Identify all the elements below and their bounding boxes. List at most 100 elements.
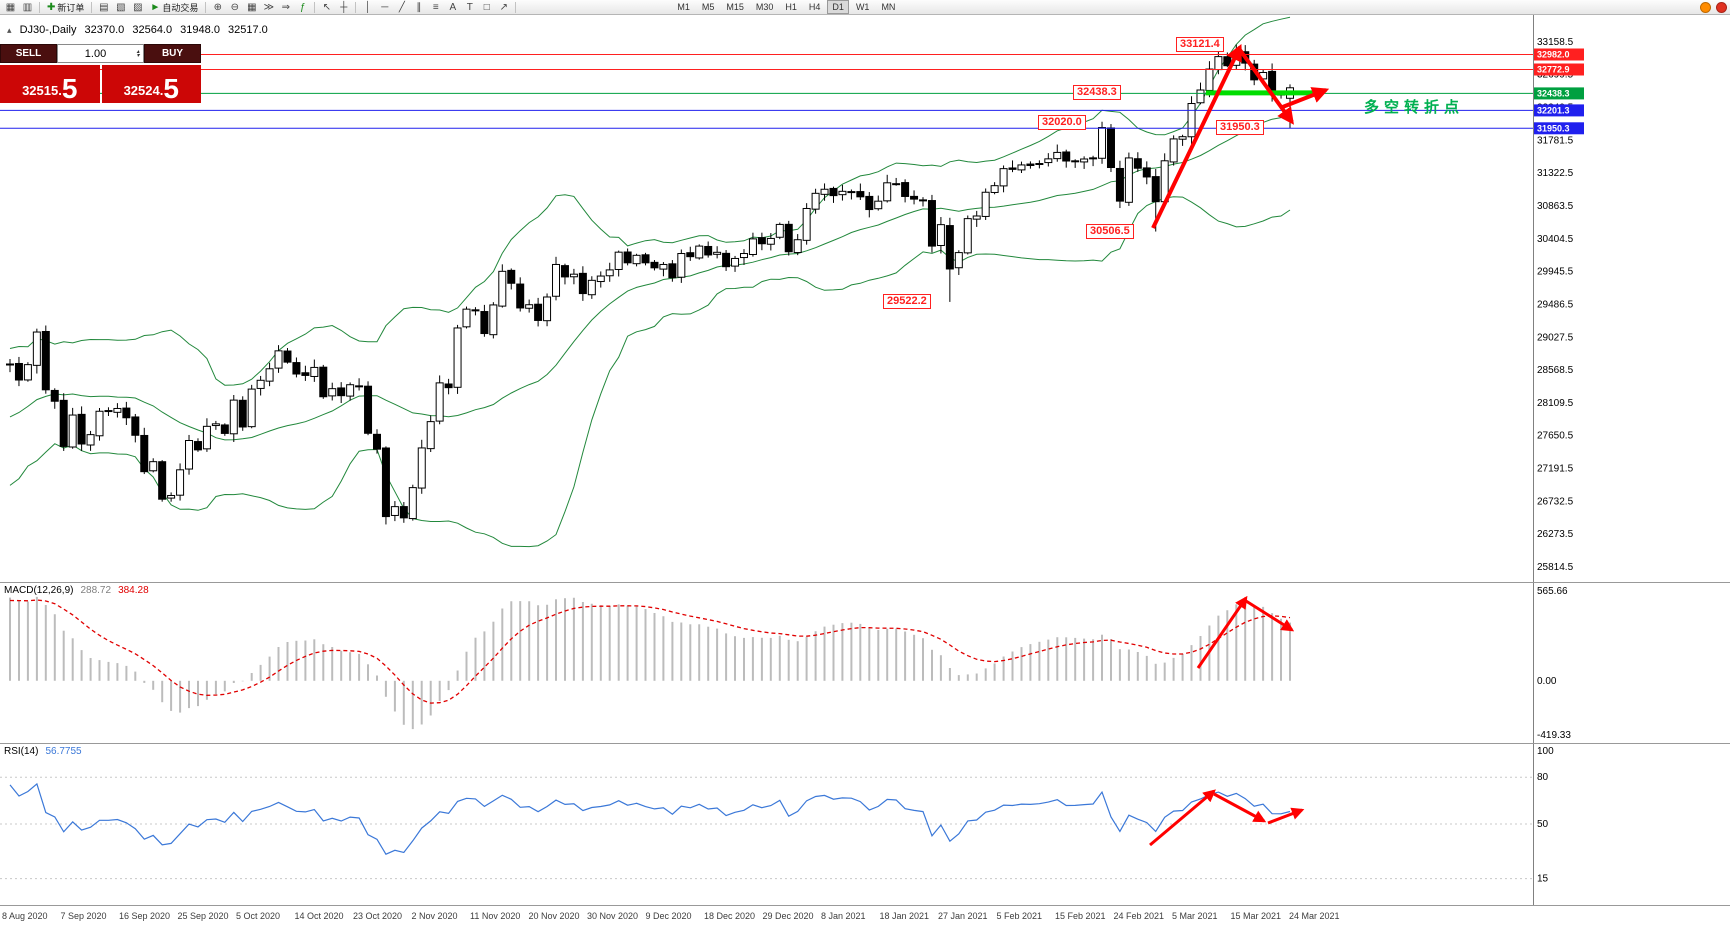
price-tag (1534, 122, 1584, 135)
channel-icon[interactable]: ∥ (411, 1, 426, 14)
autotrade-button[interactable]: ► 自动交易 (147, 1, 201, 14)
sell-button[interactable]: SELL (0, 44, 57, 63)
svg-text:16 Sep 2020: 16 Sep 2020 (119, 911, 170, 921)
alerts-icon[interactable] (1700, 1, 1711, 13)
candlestick-series (6, 44, 1294, 525)
timeframe-m5-button[interactable]: M5 (701, 2, 715, 12)
time-axis[interactable]: 8 Aug 2020 7 Sep 2020 16 Sep 2020 25 Sep 20… (2, 911, 1340, 921)
trend-arrow-object[interactable] (1267, 807, 1305, 825)
chart-profiles-icon[interactable]: ▥ (20, 1, 35, 14)
volume-value[interactable]: 1.00 (84, 47, 107, 60)
toolbar-separator (314, 1, 316, 13)
price-annotation[interactable]: 30506.5 (1086, 224, 1134, 239)
bollinger-middle-line (9, 113, 1291, 441)
fibonacci-icon[interactable]: ≡ (428, 1, 443, 14)
chart-shift-icon: ⇒ (281, 1, 291, 13)
crosshair-icon[interactable]: ┼ (336, 1, 351, 14)
svg-text:15 Feb 2021: 15 Feb 2021 (1055, 911, 1106, 921)
timeframe-m15-button[interactable]: M15 (726, 2, 744, 12)
spinner-up-icon[interactable]: ▴ (136, 48, 140, 55)
horizontal-line-icon[interactable]: ─ (377, 1, 392, 14)
timeframe-w1-button[interactable]: W1 (855, 2, 870, 12)
zoom-in-icon[interactable]: ⊕ (210, 1, 225, 14)
panel-separator[interactable] (0, 582, 1730, 583)
rsi-current-value: 56.7755 (45, 746, 82, 757)
svg-text:31781.5: 31781.5 (1537, 135, 1574, 146)
panel-separators[interactable] (0, 15, 1730, 906)
ohlc-low: 31948.0 (180, 24, 220, 36)
toolbar-separator (39, 1, 40, 13)
vertical-line-icon[interactable]: │ (360, 1, 375, 14)
price-annotation[interactable]: 29522.2 (883, 294, 931, 309)
zoom-out-icon[interactable]: ⊖ (227, 1, 242, 14)
svg-text:25 Sep 2020: 25 Sep 2020 (178, 911, 229, 921)
channel-icon: ∥ (416, 1, 422, 13)
community-icon[interactable] (1716, 1, 1727, 13)
indicators-icon[interactable]: ƒ (295, 1, 310, 14)
text-icon: A (449, 1, 457, 13)
panel-separator[interactable] (0, 905, 1730, 906)
toolbar-separator (205, 1, 207, 13)
price-tag (1534, 48, 1584, 61)
svg-text:20 Nov 2020: 20 Nov 2020 (529, 911, 580, 921)
svg-text:18 Dec 2020: 18 Dec 2020 (704, 911, 755, 921)
toolbar-separator (515, 1, 517, 13)
price-annotation[interactable]: 33121.4 (1176, 37, 1224, 52)
auto-scroll-icon: ≫ (263, 1, 275, 13)
timeframe-h4-button[interactable]: H4 (808, 2, 821, 12)
data-window-icon[interactable]: ▧ (113, 1, 128, 14)
price-axis[interactable]: 565.660.00-419.3310080501533158.532699.5… (1534, 37, 1584, 885)
timeframe-m30-button[interactable]: M30 (755, 2, 774, 12)
new-order-button[interactable]: ✚ 新订单 (44, 1, 87, 14)
spinner-down-icon[interactable]: ▾ (136, 52, 140, 59)
one-click-trading-widget: SELL 1.00 ▴ ▾ BUY 32515. 5 32524. 5 (0, 44, 201, 103)
trend-arrow-object[interactable] (1149, 789, 1216, 847)
buy-button[interactable]: BUY (144, 44, 201, 63)
svg-text:7 Sep 2020: 7 Sep 2020 (61, 911, 107, 921)
chart-shift-icon[interactable]: ⇒ (278, 1, 293, 14)
svg-text:15: 15 (1537, 874, 1549, 885)
panel-separator[interactable] (0, 743, 1730, 744)
trend-arrow-object[interactable] (1213, 792, 1267, 823)
shapes-icon[interactable]: □ (479, 1, 494, 14)
rsi-panel[interactable] (0, 776, 1533, 880)
svg-text:9 Dec 2020: 9 Dec 2020 (646, 911, 692, 921)
trendline-icon[interactable]: ╱ (394, 1, 409, 14)
price-annotation[interactable]: 32438.3 (1073, 85, 1121, 100)
tile-windows-icon[interactable]: ▦ (244, 1, 259, 14)
chart-window-icon[interactable]: ▦ (3, 1, 18, 14)
price-annotation[interactable]: 31950.3 (1216, 120, 1264, 135)
sell-price-button[interactable]: 32515. 5 (0, 65, 100, 103)
price-annotation[interactable]: 32020.0 (1038, 115, 1086, 130)
buy-price-button[interactable]: 32524. 5 (101, 65, 201, 103)
market-watch-icon[interactable]: ▤ (96, 1, 111, 14)
volume-input[interactable]: 1.00 ▴ ▾ (57, 44, 144, 63)
auto-scroll-icon[interactable]: ≫ (261, 1, 276, 14)
trend-arrow-object[interactable] (1245, 599, 1295, 632)
trend-arrow-object[interactable] (1196, 595, 1248, 669)
navigator-icon[interactable]: ▨ (130, 1, 145, 14)
bollinger-lower-line (9, 196, 1291, 548)
timeframe-d1-button[interactable]: D1 (827, 0, 849, 14)
svg-text:80: 80 (1537, 772, 1549, 783)
text-icon[interactable]: A (445, 1, 460, 14)
timeframe-mn-button[interactable]: MN (881, 2, 896, 12)
timeframe-m1-button[interactable]: M1 (677, 2, 690, 12)
cursor-icon[interactable]: ↖ (319, 1, 334, 14)
svg-text:15 Mar 2021: 15 Mar 2021 (1231, 911, 1282, 921)
timeframe-h1-button[interactable]: H1 (785, 2, 797, 12)
trend-arrow-object[interactable] (1279, 87, 1330, 110)
note-text[interactable]: 多空转折点 (1364, 99, 1465, 116)
macd-name: MACD(12,26,9) (4, 585, 74, 596)
volume-spinner[interactable]: ▴ ▾ (133, 48, 143, 59)
chart-symbol-period: DJ30-,Daily (19, 24, 77, 36)
trend-arrow-object[interactable] (1238, 48, 1294, 125)
drawn-objects[interactable] (0, 43, 1533, 229)
main-toolbar: ▦ ▥ ✚ 新订单 ▤ ▧ ▨ ► 自动交易 ⊕ ⊖ ▦ ≫ ⇒ ƒ ↖ ┼ │ ─ ╱ ∥ ≡ A T □ ↗ M1 M5 M15 M3… (0, 0, 1730, 15)
text-label-icon[interactable]: T (462, 1, 477, 14)
macd-panel[interactable] (9, 595, 1295, 730)
svg-text:11 Nov 2020: 11 Nov 2020 (470, 911, 520, 921)
trend-arrow-object[interactable] (1151, 43, 1242, 229)
arrows-icon[interactable]: ↗ (496, 1, 511, 14)
